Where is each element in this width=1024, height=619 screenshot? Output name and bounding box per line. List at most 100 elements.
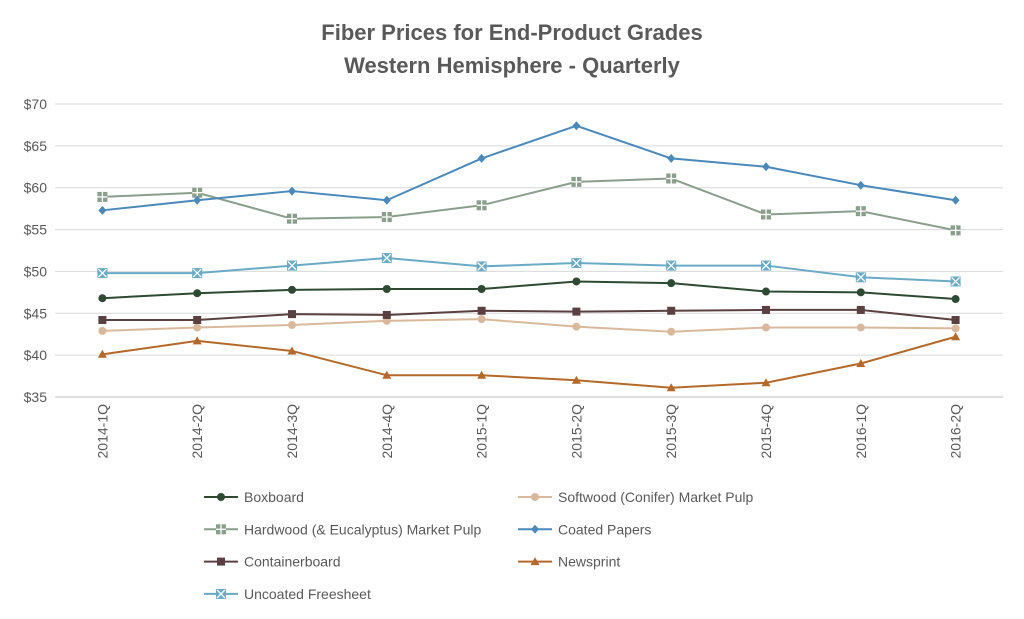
legend: Boxboard Softwood (Conifer) Market Pulp Ha…: [204, 489, 754, 602]
y-tick-label: $50: [24, 263, 48, 279]
y-axis: $35 $40 $45 $50 $55 $60 $65 $70: [24, 96, 48, 405]
data-point: [951, 315, 960, 324]
series-hardwood-eucalyptus-market-pulp: [97, 173, 961, 236]
data-point: [382, 370, 392, 379]
data-point: [193, 289, 202, 298]
data-point: [571, 258, 582, 269]
series-line: [102, 124, 956, 212]
data-point: [477, 285, 486, 294]
data-point: [98, 326, 107, 335]
y-tick-label: $45: [24, 305, 48, 321]
data-point: [951, 324, 960, 333]
x-tick-label: 2014-4Q: [379, 404, 395, 459]
plot-area: [97, 121, 961, 392]
data-point: [856, 288, 865, 297]
series-line: [102, 318, 956, 333]
x-tick-label: 2015-4Q: [758, 404, 774, 459]
legend-label: Softwood (Conifer) Market Pulp: [558, 489, 754, 505]
data-point: [288, 321, 296, 330]
y-tick-label: $70: [24, 96, 48, 112]
chart-subtitle: Western Hemisphere - Quarterly: [344, 53, 681, 78]
series-uncoated-freesheet: [97, 253, 961, 287]
y-tick-label: $60: [24, 180, 48, 196]
legend-label: Hardwood (& Eucalyptus) Market Pulp: [244, 521, 482, 537]
data-point: [531, 524, 539, 534]
data-point: [855, 272, 866, 283]
data-point: [531, 493, 539, 501]
x-tick-label: 2016-2Q: [948, 404, 964, 459]
data-point: [97, 191, 108, 202]
data-point: [477, 306, 486, 315]
series-containerboard: [98, 305, 960, 324]
data-point: [216, 588, 226, 599]
data-point: [217, 557, 225, 566]
data-point: [477, 370, 487, 379]
data-point: [856, 305, 865, 314]
x-tick-label: 2016-1Q: [853, 404, 869, 459]
data-point: [381, 212, 392, 223]
legend-item: Boxboard: [204, 489, 304, 505]
legend-label: Coated Papers: [558, 521, 651, 537]
data-point: [951, 295, 960, 304]
x-tick-label: 2014-2Q: [189, 404, 205, 459]
data-point: [762, 287, 770, 296]
data-point: [855, 206, 866, 217]
series-line: [102, 257, 956, 283]
series-line: [102, 280, 956, 301]
data-point: [762, 162, 770, 172]
data-point: [98, 294, 107, 303]
data-point: [951, 195, 960, 205]
data-point: [856, 323, 865, 332]
data-point: [288, 310, 296, 319]
x-tick-label: 2015-1Q: [474, 404, 490, 459]
data-point: [288, 186, 296, 196]
data-point: [477, 153, 486, 163]
x-axis: 2014-1Q 2014-2Q 2014-3Q 2014-4Q 2015-1Q 2015-…: [94, 404, 963, 459]
data-point: [572, 307, 581, 316]
data-point: [97, 268, 108, 279]
data-point: [571, 375, 581, 384]
series-newsprint: [97, 332, 961, 392]
legend-item: Containerboard: [204, 554, 341, 570]
data-point: [572, 322, 581, 331]
legend-item: Softwood (Conifer) Market Pulp: [518, 489, 754, 505]
data-point: [667, 153, 676, 163]
data-point: [950, 276, 961, 287]
legend-item: Hardwood (& Eucalyptus) Market Pulp: [204, 521, 482, 537]
data-point: [667, 327, 676, 336]
data-point: [97, 349, 107, 358]
data-point: [192, 268, 203, 279]
chart-title: Fiber Prices for End-Product Grades: [321, 20, 702, 45]
series-softwood-conifer-market-pulp: [98, 315, 960, 336]
data-point: [287, 346, 297, 355]
y-tick-label: $55: [24, 222, 48, 238]
legend-label: Newsprint: [558, 554, 620, 570]
data-point: [761, 260, 771, 271]
x-tick-label: 2015-3Q: [663, 404, 679, 459]
data-point: [382, 195, 391, 205]
data-point: [856, 180, 865, 190]
data-point: [192, 336, 202, 345]
data-point: [476, 200, 487, 211]
legend-item: Uncoated Freesheet: [204, 586, 371, 602]
data-point: [950, 225, 961, 236]
data-point: [476, 261, 487, 272]
data-point: [571, 176, 582, 187]
y-tick-label: $35: [24, 389, 48, 405]
data-point: [761, 378, 771, 387]
data-point: [193, 315, 202, 324]
data-point: [382, 310, 391, 319]
x-tick-label: 2014-3Q: [284, 404, 300, 459]
y-tick-label: $40: [24, 347, 48, 363]
data-point: [762, 305, 770, 314]
data-point: [381, 253, 392, 264]
data-point: [667, 279, 676, 288]
data-point: [287, 260, 297, 271]
data-point: [382, 285, 391, 294]
data-point: [98, 205, 107, 215]
legend-label: Containerboard: [244, 554, 341, 570]
data-point: [666, 173, 677, 184]
data-point: [856, 359, 866, 368]
data-point: [761, 209, 771, 220]
